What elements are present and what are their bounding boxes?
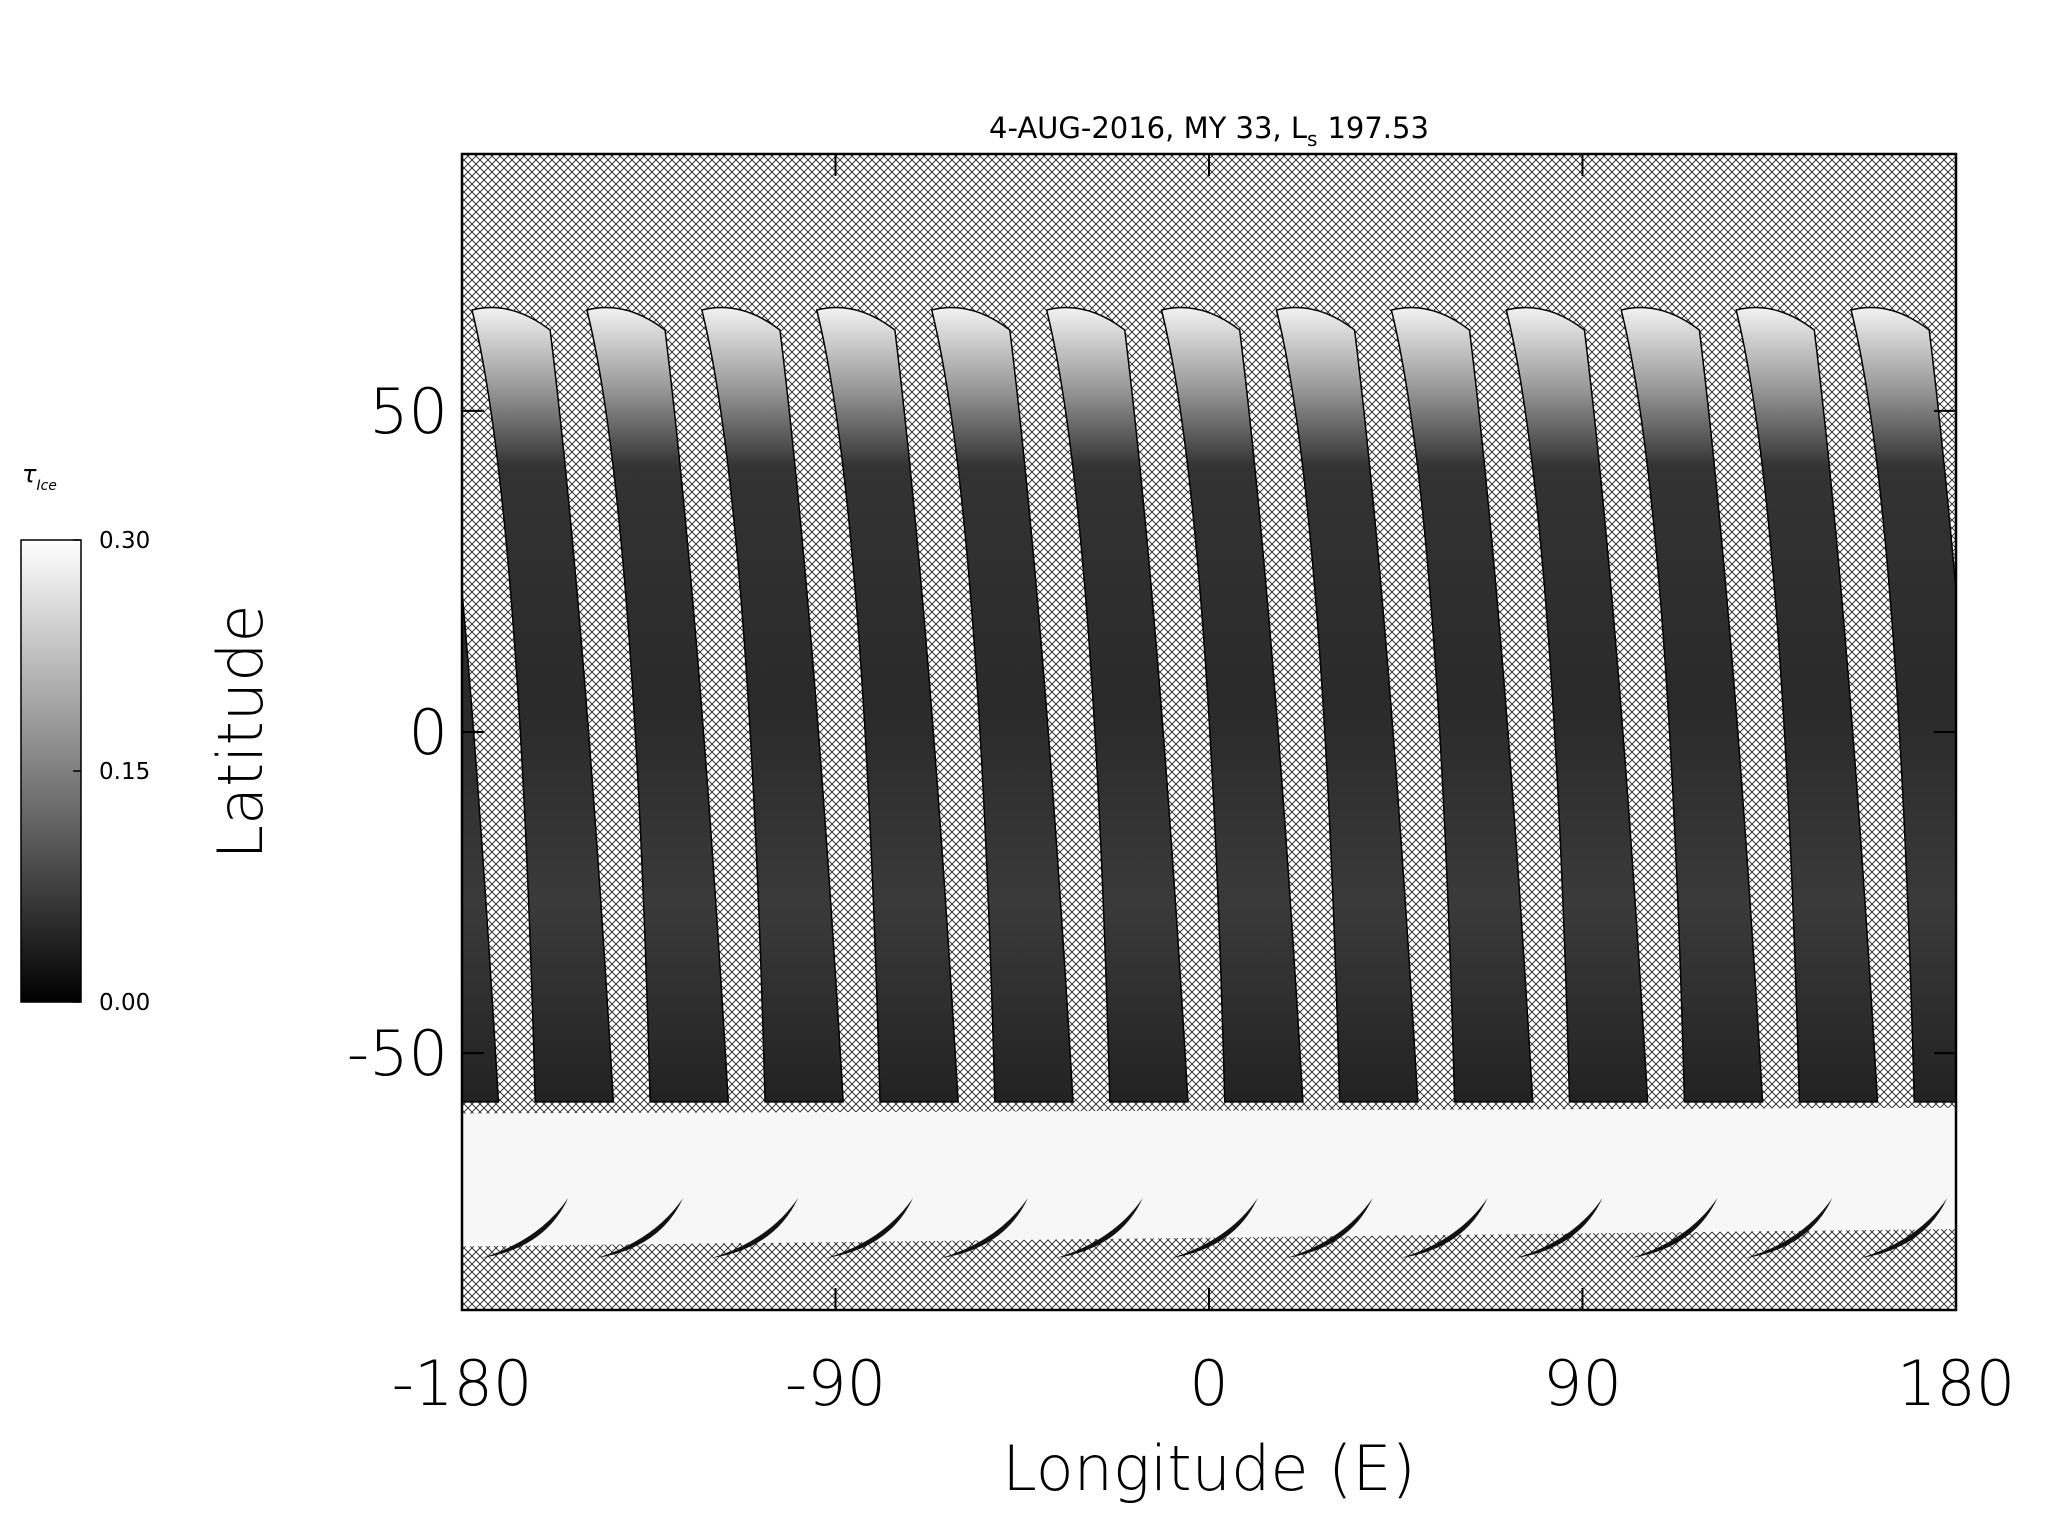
orbit-swath — [1850, 306, 1956, 1103]
y-tick-label: 50 — [369, 375, 448, 448]
orbit-swath — [930, 306, 1074, 1103]
y-tick-label: 0 — [409, 696, 448, 769]
colorbar-tick-label: 0.15 — [99, 759, 150, 785]
orbit-swath — [700, 306, 844, 1103]
terminator-crescent — [1976, 1198, 2048, 1258]
orbit-swath — [1045, 306, 1189, 1103]
x-axis-label: Longitude (E) — [1002, 1432, 1415, 1505]
x-tick-label: 90 — [1543, 1347, 1622, 1420]
colorbar-label: τIce — [22, 460, 57, 494]
title-symbol: L — [1291, 111, 1307, 145]
colorbar-symbol: τ — [22, 460, 37, 488]
colorbar-tick-label: 0.30 — [99, 528, 150, 554]
colorbar — [20, 539, 82, 1003]
chart-title: 4-AUG-2016, MY 33, Ls 197.53 — [989, 111, 1429, 151]
orbit-swath — [1275, 306, 1419, 1103]
polar-cap — [462, 1107, 1956, 1247]
title-text: 4-AUG-2016, MY 33, — [989, 111, 1282, 145]
orbit-swath — [1620, 306, 1764, 1103]
orbit-swath — [1160, 306, 1304, 1103]
x-tick-label: -90 — [785, 1347, 886, 1420]
x-tick-label: 180 — [1897, 1347, 2015, 1420]
orbit-swath — [1390, 306, 1534, 1103]
y-axis-label: Latitude — [204, 604, 277, 859]
orbit-swath — [1505, 306, 1649, 1103]
orbit-swath — [462, 582, 500, 1103]
title-subscript: s — [1307, 127, 1317, 151]
orbit-swath — [586, 306, 730, 1103]
map-image — [462, 154, 2048, 1310]
orbit-swath — [471, 306, 615, 1103]
y-tick-label: -50 — [347, 1017, 448, 1090]
x-tick-label: 0 — [1189, 1347, 1228, 1420]
colorbar-subscript: Ice — [36, 478, 56, 494]
title-value: 197.53 — [1327, 111, 1428, 145]
x-tick-label: -180 — [392, 1347, 533, 1420]
colorbar-tick-label: 0.00 — [99, 990, 150, 1016]
orbit-swath — [815, 306, 959, 1103]
orbit-swath — [1735, 306, 1879, 1103]
orbit-swath — [1966, 308, 2048, 1102]
